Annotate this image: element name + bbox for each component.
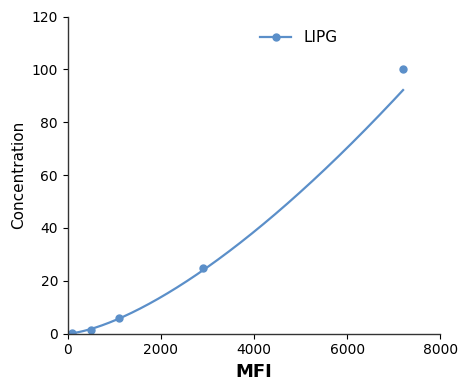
Y-axis label: Concentration: Concentration <box>11 121 26 229</box>
X-axis label: MFI: MFI <box>235 363 272 381</box>
Legend: LIPG: LIPG <box>254 24 343 51</box>
